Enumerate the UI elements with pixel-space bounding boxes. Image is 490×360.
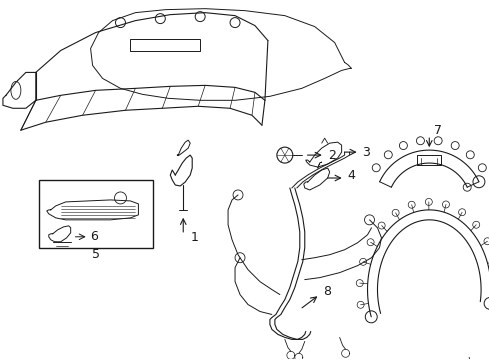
Text: 1: 1	[190, 231, 198, 244]
Text: 6: 6	[91, 230, 98, 243]
Text: 8: 8	[323, 285, 331, 298]
Text: 7: 7	[434, 124, 442, 137]
Text: 2: 2	[328, 149, 336, 162]
Text: 5: 5	[92, 248, 99, 261]
Text: 4: 4	[347, 168, 355, 181]
Text: 3: 3	[363, 145, 370, 159]
Bar	[39, 180, 153, 248]
Bar	[130, 39, 200, 50]
